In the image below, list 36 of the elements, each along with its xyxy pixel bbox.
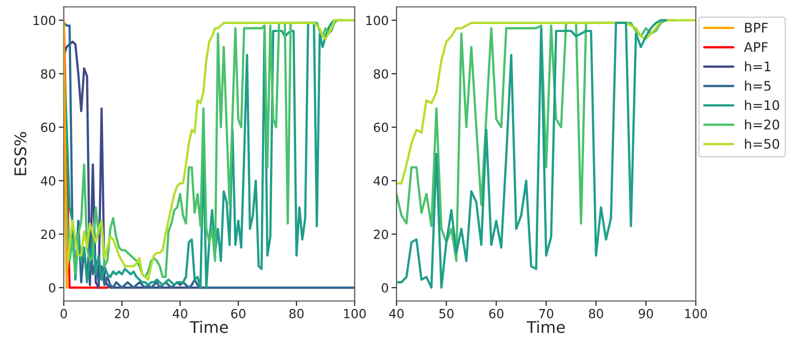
x-tick-label: 100 [344,308,366,318]
y-tick-label: 100 [34,16,56,26]
x-tick-label: 50 [439,308,454,318]
y-axis-title: ESS% [14,132,26,176]
x-tick-label: 70 [539,308,554,318]
x-tick-label: 80 [588,308,604,318]
x-tick-label: 20 [114,308,130,318]
x-tick-label: 40 [172,308,188,318]
x-axis-title: Time [526,320,565,334]
x-tick-label: 0 [60,308,67,318]
y-tick-label: 20 [374,230,388,240]
legend-label: h=50 [745,138,780,149]
legend-label: h=5 [745,80,770,91]
x-tick-label: 80 [289,308,304,318]
y-tick-label: 60 [374,122,388,132]
legend-label: h=1 [745,61,770,72]
x-tick-label: 40 [389,308,404,318]
y-tick-label: 80 [41,69,56,79]
y-tick-label: 60 [41,122,56,132]
y-tick-label: 40 [40,176,56,186]
x-tick-label: 100 [685,308,707,318]
x-tick-label: 90 [638,308,654,318]
legend-label: BPF [745,22,768,33]
line-series [396,19,696,184]
y-tick-label: 100 [366,16,388,26]
y-tick-label: 0 [382,283,388,293]
x-tick-label: 60 [231,308,246,318]
y-tick-label: 80 [374,69,388,79]
x-axis-title: Time [190,320,228,334]
x-tick-label: 60 [489,308,504,318]
legend-label: h=10 [745,100,780,110]
legend-label: APF [744,42,768,52]
y-tick-label: 20 [41,230,56,240]
y-tick-label: 0 [48,283,56,293]
legend-label: h=20 [745,119,780,130]
y-tick-label: 40 [374,176,388,186]
